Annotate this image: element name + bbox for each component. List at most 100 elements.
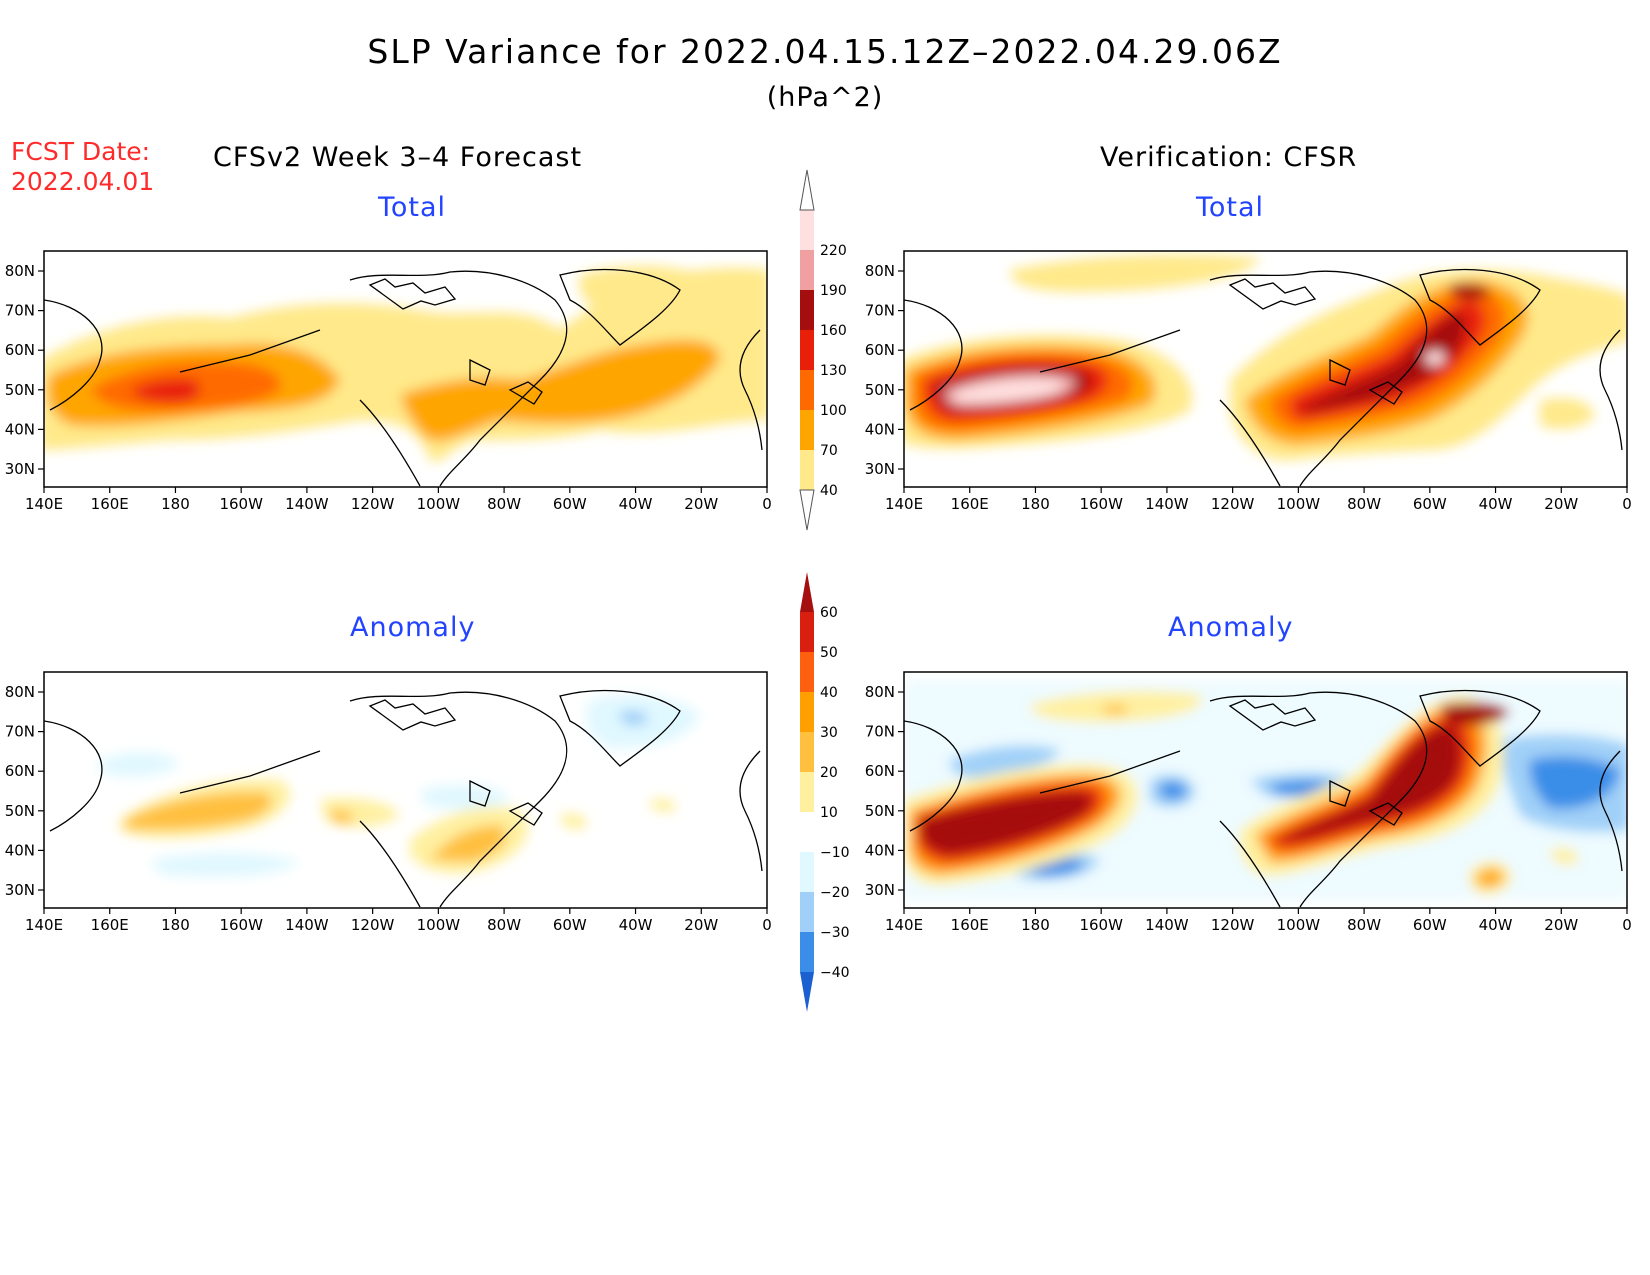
lat-label: 60N [865, 762, 895, 780]
colorbar-anomaly-label: −30 [820, 925, 850, 941]
colorbar-anomaly-top-wedge [800, 572, 814, 612]
lon-label: 100W [1277, 495, 1321, 513]
colorbar-anomaly-swatch [800, 732, 814, 772]
lat-label: 30N [865, 881, 895, 899]
lon-label: 140W [285, 916, 329, 934]
forecast-anomaly-map [44, 689, 763, 908]
lat-label: 70N [5, 723, 35, 741]
lon-label: 160E [91, 916, 129, 934]
chart-title: SLP Variance for 2022.04.15.12Z–2022.04.… [367, 32, 1283, 71]
lon-label: 20W [684, 495, 718, 513]
fcst-date-value: 2022.04.01 [11, 167, 155, 196]
lat-label: 30N [865, 460, 895, 478]
lon-label: 140W [285, 495, 329, 513]
lon-label: 160W [1079, 916, 1123, 934]
verification-total-axes: 30N 40N 50N 60N 70N 80N 140E 160E 180 160W 140W 120… [865, 250, 1632, 513]
lon-label: 20W [1544, 916, 1578, 934]
colorbar-anomaly-label: 30 [820, 725, 838, 741]
forecast-total-map [44, 265, 767, 487]
lat-label: 30N [5, 460, 35, 478]
lon-label: 160W [219, 916, 263, 934]
lon-label: 140W [1145, 916, 1189, 934]
lon-label: 180 [161, 916, 190, 934]
lon-label: 0 [762, 916, 772, 934]
lat-label: 80N [865, 683, 895, 701]
lat-label: 40N [865, 420, 895, 438]
verification-anomaly-axes: 30N 40N 50N 60N 70N 80N 140E 160E 180 160W 140W 120… [865, 671, 1632, 934]
colorbar-anomaly-swatch [800, 652, 814, 692]
lon-label: 120W [1211, 495, 1255, 513]
colorbar-total-swatch [800, 330, 814, 370]
lon-label: 60W [553, 916, 587, 934]
fcst-date-block: FCST Date: 2022.04.01 [11, 137, 154, 197]
lon-label: 0 [1622, 916, 1632, 934]
colorbar-anomaly-swatch [800, 692, 814, 732]
lon-label: 40W [619, 916, 653, 934]
colorbar-total-label: 160 [820, 323, 847, 339]
colorbar-total-label: 100 [820, 403, 847, 419]
lat-label: 80N [865, 262, 895, 280]
lon-label: 40W [619, 495, 653, 513]
lon-label: 80W [1347, 916, 1381, 934]
lat-label: 60N [865, 341, 895, 359]
lat-label: 60N [5, 762, 35, 780]
colorbar-anomaly-label: −10 [820, 845, 850, 861]
colorbar-anomaly-label: −20 [820, 885, 850, 901]
lon-label: 60W [553, 495, 587, 513]
colorbar-anomaly-label: 50 [820, 645, 838, 661]
lon-label: 0 [762, 495, 772, 513]
forecast-anomaly-shading [100, 695, 700, 878]
lon-label: 140E [885, 495, 923, 513]
lon-label: 80W [1347, 495, 1381, 513]
lat-label: 40N [5, 420, 35, 438]
lon-label: 0 [1622, 495, 1632, 513]
colorbar-total: 40 70 100 130 160 190 220 [799, 169, 847, 531]
colorbar-total-label: 220 [820, 243, 847, 259]
lat-label: 70N [865, 302, 895, 320]
lon-label: 100W [1277, 916, 1321, 934]
forecast-total-coastlines [44, 268, 763, 487]
lon-label: 160E [951, 495, 989, 513]
lon-label: 40W [1479, 916, 1513, 934]
lon-label: 100W [417, 916, 461, 934]
lat-label: 30N [5, 881, 35, 899]
colorbar-anomaly-swatch [800, 852, 814, 892]
lat-label: 40N [865, 841, 895, 859]
lat-label: 70N [865, 723, 895, 741]
verification-heading: Verification: CFSR [1100, 142, 1358, 173]
lon-label: 80W [487, 495, 521, 513]
colorbar-total-label: 40 [820, 483, 838, 499]
forecast-anomaly-axes: 30N 40N 50N 60N 70N 80N 140E 160E 180 160W 140W 120… [5, 671, 772, 934]
chart-units: (hPa^2) [766, 82, 884, 113]
colorbar-anomaly-swatch [800, 932, 814, 972]
map-axes: 30N 40N 50N 60N 70N 80N 140E 160E 180 160W 140W 120… [5, 250, 1632, 934]
verification-total-subtitle: Total [1196, 192, 1265, 223]
lon-label: 180 [1021, 916, 1050, 934]
fcst-date-label: FCST Date: [11, 137, 151, 166]
colorbar-total-swatch [800, 370, 814, 410]
forecast-total-shading [44, 265, 767, 462]
lon-label: 140E [25, 495, 63, 513]
verification-total-frame [903, 250, 1628, 488]
lon-label: 140W [1145, 495, 1189, 513]
verification-anomaly-subtitle: Anomaly [1168, 612, 1294, 643]
lat-label: 70N [5, 302, 35, 320]
colorbar-anomaly-swatch [800, 772, 814, 812]
lon-label: 140E [25, 916, 63, 934]
lon-label: 160E [951, 916, 989, 934]
colorbar-anomaly-label: −40 [820, 965, 850, 981]
verification-anomaly-frame [903, 671, 1628, 909]
colorbar-total-label: 190 [820, 283, 847, 299]
colorbar-total-swatch [800, 410, 814, 450]
colorbar-total-swatch [800, 290, 814, 330]
colorbar-anomaly-label: 40 [820, 685, 838, 701]
colorbar-total-label: 130 [820, 363, 847, 379]
lat-label: 50N [865, 802, 895, 820]
colorbar-anomaly-label: 60 [820, 605, 838, 621]
lon-label: 180 [161, 495, 190, 513]
colorbar-anomaly-swatch [800, 612, 814, 652]
colorbar-anomaly-swatch [800, 812, 814, 852]
lon-label: 80W [487, 916, 521, 934]
lon-label: 160W [219, 495, 263, 513]
